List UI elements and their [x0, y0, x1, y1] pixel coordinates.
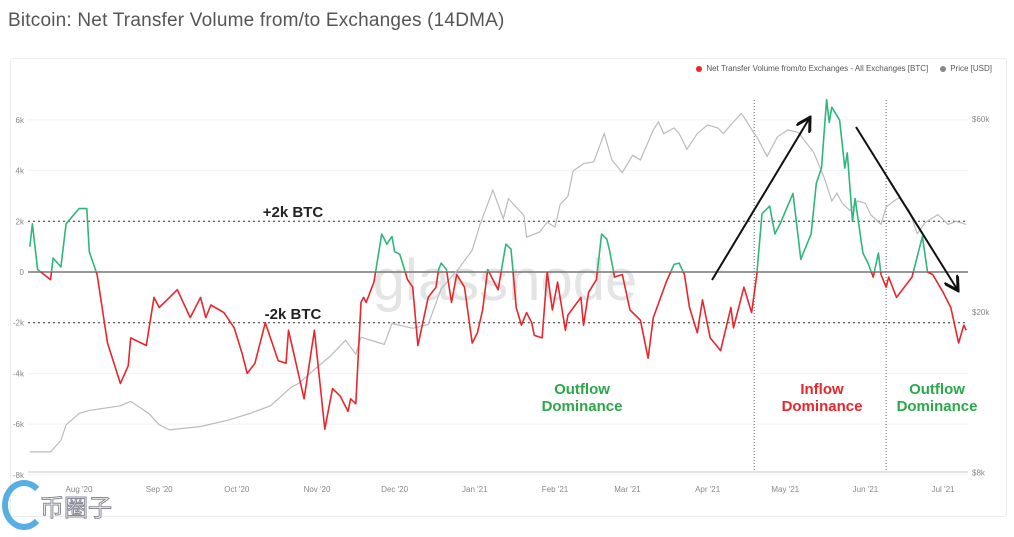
net-flow-positive-segment [500, 243, 514, 273]
legend-label: Price [USD] [950, 64, 992, 73]
site-logo: 币圈子 [2, 480, 113, 530]
net-flow-negative-segment [40, 271, 53, 281]
y-left-tick-label: -8k [13, 471, 25, 480]
y-left-tick-label: 0 [20, 268, 25, 277]
net-flow-positive-segment [912, 235, 929, 273]
legend-label: Net Transfer Volume from/to Exchanges - … [706, 64, 929, 73]
net-flow-negative-segment [446, 271, 489, 344]
net-flow-negative-segment [512, 271, 548, 339]
trend-arrows [711, 119, 957, 289]
plus-2k-label: +2k BTC [263, 204, 324, 221]
net-flow-negative-segment [612, 271, 672, 360]
y-left-tick-label: -2k [13, 319, 25, 328]
x-tick-label: Aug '20 [66, 485, 93, 494]
y-left-tick-label: -6k [13, 420, 25, 429]
y-right-tick-label: $20k [972, 308, 990, 317]
x-tick-label: Dec '20 [381, 485, 408, 494]
zone2-line1: Inflow [800, 381, 844, 398]
y-right-tick-label: $60k [972, 115, 990, 124]
y-left-tick-label: -4k [13, 369, 25, 378]
net-flow-positive-segment [669, 262, 684, 273]
x-tick-label: Sep '20 [146, 485, 173, 494]
x-tick-label: May '21 [771, 485, 799, 494]
chart-card [10, 58, 1007, 517]
zone3-line2: Dominance [897, 398, 978, 415]
net-flow-positive-segment [29, 223, 42, 273]
net-flow-negative-segment [927, 271, 968, 344]
x-tick-label: Mar '21 [614, 485, 641, 494]
x-tick-label: Feb '21 [542, 485, 569, 494]
net-flow-positive-segment [596, 233, 615, 273]
chart-title: Bitcoin: Net Transfer Volume from/to Exc… [8, 10, 505, 31]
logo-text: 币圈子 [40, 494, 113, 522]
legend-item-price[interactable]: Price [USD] [940, 64, 992, 73]
y-left-tick-label: 4k [16, 167, 25, 176]
net-flow-positive-segment [756, 98, 873, 273]
watermark: glassnode [373, 248, 637, 313]
x-tick-label: Nov '20 [304, 485, 331, 494]
net-flow-negative-segment [488, 271, 502, 291]
legend: Net Transfer Volume from/to Exchanges - … [696, 64, 992, 73]
zone2-line2: Dominance [782, 398, 863, 415]
net-flow-negative-segment [546, 271, 599, 332]
legend-item-net-transfer[interactable]: Net Transfer Volume from/to Exchanges - … [696, 64, 928, 73]
zone1-line2: Dominance [542, 398, 623, 415]
zone3-line1: Outflow [909, 381, 965, 398]
net-flow-negative-segment [95, 271, 377, 431]
up-arrow [711, 119, 809, 281]
net-flow-positive-segment [50, 207, 97, 273]
x-tick-label: Oct '20 [224, 485, 250, 494]
zone1-line1: Outflow [554, 381, 610, 398]
net-flow-negative-segment [682, 271, 758, 352]
minus-2k-label: -2k BTC [265, 306, 322, 323]
x-tick-label: Jan '21 [462, 485, 488, 494]
net-flow-negative-segment [879, 271, 915, 299]
net-flow-negative-segment [404, 271, 439, 347]
net-flow-positive-segment [873, 252, 882, 273]
legend-dot-red [696, 65, 703, 72]
net-flow-positive-segment [486, 268, 490, 273]
y-right-tick-label: $8k [972, 469, 986, 478]
net-flow-negative-segment [870, 271, 876, 278]
legend-dot-grey [940, 65, 947, 72]
y-left-tick-label: 6k [16, 116, 25, 125]
logo-ring-icon [2, 480, 46, 530]
y-left-tick-label: 2k [16, 217, 25, 226]
price-line [29, 112, 967, 453]
x-tick-label: Jun '21 [853, 485, 879, 494]
x-tick-label: Apr '21 [695, 485, 721, 494]
x-tick-label: Jul '21 [932, 485, 955, 494]
net-flow-positive-segment [374, 233, 406, 273]
net-flow-positive-segment [437, 262, 448, 273]
down-arrow [855, 126, 957, 289]
